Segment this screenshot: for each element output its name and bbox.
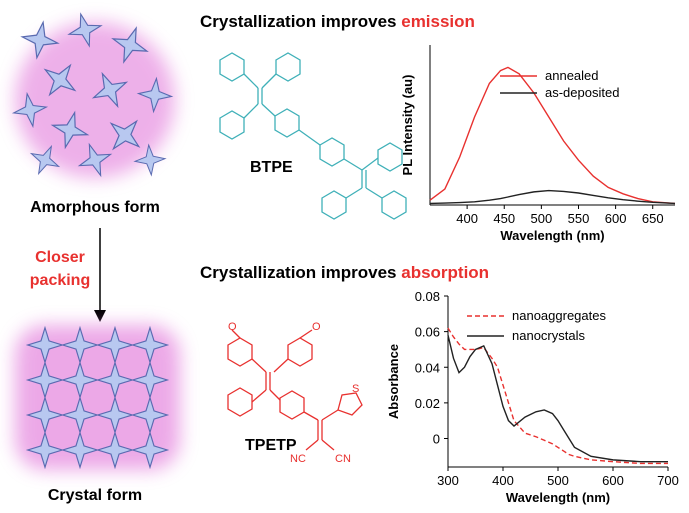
amorphous-illustration [10, 9, 175, 182]
legend-label: nanoaggregates [512, 308, 606, 323]
atom: O [312, 321, 321, 333]
x-tick-label: 500 [547, 473, 569, 488]
series-line [429, 66, 676, 205]
packing-label: packing [30, 272, 90, 289]
x-tick-label: 550 [568, 211, 590, 226]
tpetp-structure [227, 329, 363, 451]
x-axis-label: Wavelength (nm) [500, 228, 604, 243]
y-tick-label: 0 [433, 432, 440, 447]
y-tick-label: 0.04 [415, 360, 440, 375]
molecule-name: BTPE [250, 159, 293, 176]
y-axis-label: PL Intensity (au) [400, 75, 415, 176]
legend-label: annealed [545, 68, 599, 83]
packing-label: Closer [35, 249, 85, 266]
legend-label: nanocrystals [512, 328, 585, 343]
x-tick-label: 450 [493, 211, 515, 226]
molecule-name: TPETP [245, 437, 297, 454]
series-line [429, 189, 676, 205]
x-tick-label: 600 [602, 473, 624, 488]
arrowhead [94, 310, 106, 322]
atom: O [228, 321, 237, 333]
crystal-illustration [15, 325, 180, 470]
series-line [447, 327, 668, 465]
y-tick-label: 0.06 [415, 325, 440, 340]
y-axis-label: Absorbance [386, 344, 401, 419]
x-tick-label: 400 [456, 211, 478, 226]
amorphous-label: Amorphous form [30, 199, 160, 216]
x-tick-label: 300 [437, 473, 459, 488]
x-axis-label: Wavelength (nm) [506, 490, 610, 505]
x-tick-label: 700 [657, 473, 679, 488]
x-tick-label: 650 [642, 211, 664, 226]
btpe-structure [219, 52, 407, 220]
heading: Crystallization improves absorption [200, 263, 489, 282]
atom: CN [335, 453, 351, 465]
atom: S [352, 383, 359, 395]
x-tick-label: 400 [492, 473, 514, 488]
x-tick-label: 600 [605, 211, 627, 226]
legend-label: as-deposited [545, 85, 619, 100]
x-tick-label: 500 [531, 211, 553, 226]
heading: Crystallization improves emission [200, 12, 475, 31]
series-line [447, 335, 668, 463]
atom: NC [290, 453, 306, 465]
crystal-label: Crystal form [48, 487, 142, 504]
y-tick-label: 0.08 [415, 289, 440, 304]
y-tick-label: 0.02 [415, 396, 440, 411]
